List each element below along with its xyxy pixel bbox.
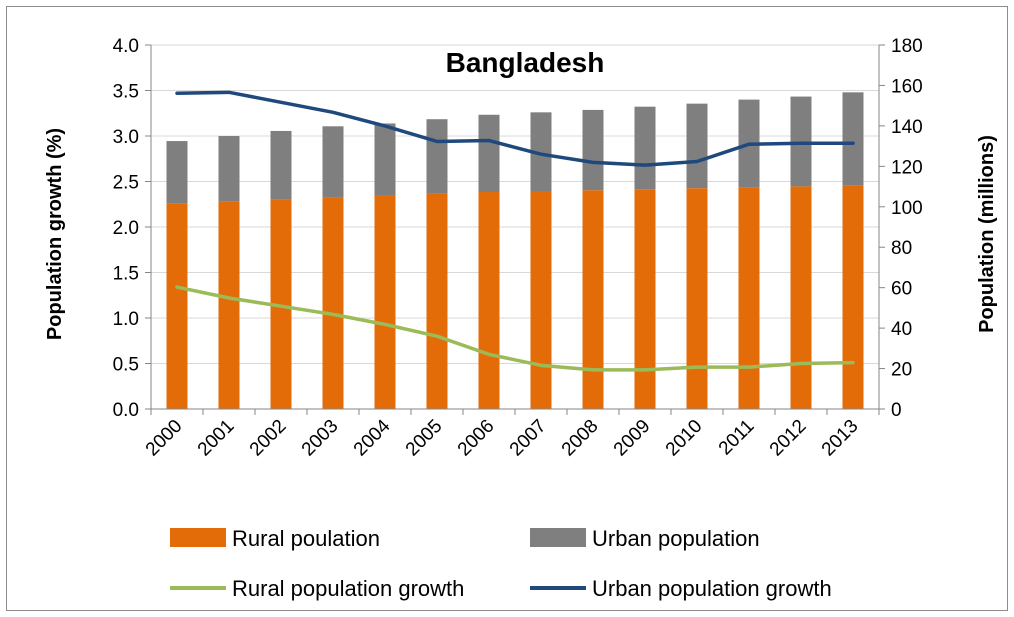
urban-population-bar	[218, 136, 240, 202]
x-tick-label: 2002	[246, 416, 291, 461]
rural-population-bar	[530, 191, 552, 409]
x-tick-label: 2007	[506, 416, 551, 461]
rural-population-bar	[738, 187, 760, 409]
rural-population-bar	[218, 201, 240, 409]
x-tick-label: 2003	[298, 416, 343, 461]
legend-label-urban-population-growth: Urban population growth	[592, 576, 832, 601]
x-tick-label: 2004	[350, 415, 395, 460]
y2-tick-label: 120	[891, 157, 923, 178]
lines	[175, 90, 855, 372]
bars	[166, 92, 864, 409]
urban-population-bar	[270, 130, 292, 200]
urban-population-bar	[634, 106, 656, 190]
y-tick-label: 4.0	[113, 36, 139, 57]
x-tick-label: 2000	[142, 416, 187, 461]
chart-canvas: 0.0 0.5 1.0 1.5 2.0 2.5 3.0 3.5 4.0 0 20 40 60 80 100 1…	[44, 36, 998, 601]
legend-label-urban-population: Urban population	[592, 526, 760, 551]
y-tick-label: 1.5	[113, 264, 139, 285]
rural-population-bar	[790, 186, 812, 409]
y2-tick-label: 20	[891, 360, 912, 381]
x-tick-label: 2012	[766, 416, 811, 461]
urban-population-bar	[530, 112, 552, 192]
y-axis-title: Population growth (%)	[44, 128, 66, 340]
urban-population-bar	[842, 92, 864, 186]
urban-growth-line	[175, 90, 855, 167]
urban-population-bar	[426, 119, 448, 194]
urban-population-bar	[582, 109, 604, 191]
y2-tick-label: 100	[891, 198, 923, 219]
rural-population-bar	[634, 189, 656, 409]
y2-tick-label: 180	[891, 36, 923, 57]
y-tick-label: 2.0	[113, 218, 139, 239]
x-tick-label: 2013	[818, 416, 863, 461]
y2-axis-title: Population (millions)	[976, 135, 998, 333]
y2-tick-label: 0	[891, 400, 902, 421]
x-tick-label: 2008	[558, 416, 603, 461]
x-tick-label: 2005	[402, 416, 447, 461]
x-tick-label: 2006	[454, 416, 499, 461]
gridlines	[151, 44, 879, 364]
legend-swatch-urban-population	[530, 528, 586, 547]
rural-growth-line	[175, 285, 855, 372]
y-tick-label: 0.0	[113, 400, 139, 421]
chart-title: Bangladesh	[446, 47, 605, 78]
rural-population-bar	[270, 199, 292, 409]
y2-tick-label: 160	[891, 76, 923, 97]
y-tick-label: 3.5	[113, 82, 139, 103]
rural-population-bar	[374, 195, 396, 409]
y-tick-label: 2.5	[113, 173, 139, 194]
legend-label-rural-population-growth: Rural population growth	[232, 576, 464, 601]
legend-swatch-rural-poulation	[170, 528, 226, 547]
x-tick-label: 2011	[715, 416, 759, 460]
legend: Rural poulation Urban population Rural pop…	[170, 526, 832, 601]
urban-population-bar	[790, 96, 812, 187]
y2-tick-label: 60	[891, 279, 912, 300]
y-tick-label: 1.0	[113, 309, 139, 330]
rural-population-bar	[582, 190, 604, 409]
rural-population-bar	[322, 197, 344, 409]
y2-tick-label: 140	[891, 117, 923, 138]
legend-label-rural-poulation: Rural poulation	[232, 526, 380, 551]
urban-population-bar	[686, 103, 708, 189]
rural-population-bar	[166, 203, 188, 409]
y2-tick-label: 80	[891, 238, 912, 259]
x-tick-label: 2001	[194, 416, 239, 461]
rural-population-bar	[842, 185, 864, 409]
y-tick-label: 0.5	[113, 355, 139, 376]
urban-population-bar	[166, 141, 188, 204]
x-tick-label: 2009	[610, 416, 655, 461]
rural-population-bar	[686, 188, 708, 409]
urban-population-bar	[374, 123, 396, 196]
urban-population-bar	[322, 126, 344, 198]
chart-area: 0.0 0.5 1.0 1.5 2.0 2.5 3.0 3.5 4.0 0 20 40 60 80 100 1…	[6, 6, 1008, 611]
y-tick-label: 3.0	[113, 127, 139, 148]
rural-population-bar	[426, 193, 448, 409]
rural-population-bar	[478, 192, 500, 409]
y2-tick-label: 40	[891, 319, 912, 340]
urban-population-bar	[478, 114, 500, 193]
x-tick-label: 2010	[662, 416, 707, 461]
